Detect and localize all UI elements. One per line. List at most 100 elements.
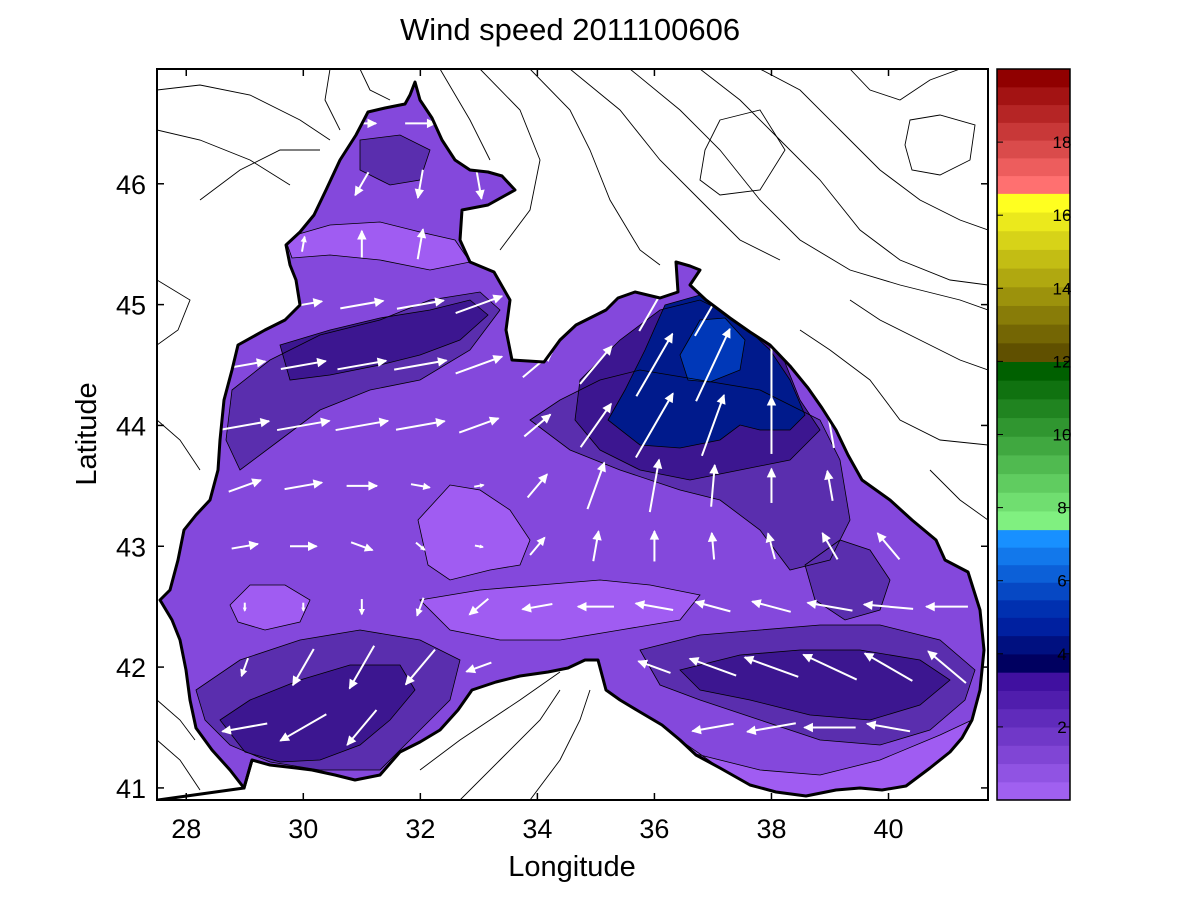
wind-arrow (358, 599, 365, 616)
wind-arrow (751, 599, 792, 613)
plot-area (157, 69, 988, 800)
colorbar-band (997, 599, 1070, 618)
colorbar-band (997, 380, 1070, 400)
wind-arrow (335, 417, 390, 432)
colorbar-band (997, 342, 1070, 362)
land-contour-lines (157, 69, 988, 800)
colorbar-tick-label: 2 (1057, 718, 1066, 737)
chart-title: Wind speed 2011100606 (400, 12, 740, 47)
wind-arrow (346, 481, 379, 491)
x-tick-label: 32 (405, 814, 435, 844)
colorbar-tick-label: 10 (1053, 426, 1072, 445)
wind-arrow (700, 394, 726, 457)
wind-arrow (340, 297, 385, 310)
wind-arrow (865, 720, 911, 733)
colorbar-band (997, 286, 1070, 306)
wind-arrow (468, 597, 489, 616)
wind-arrow (414, 169, 425, 199)
wind-arrow (405, 118, 437, 129)
wind-arrow (649, 529, 660, 562)
wind-arrow (576, 601, 614, 612)
wind-arrow (523, 413, 552, 438)
colorbar-band (997, 436, 1070, 456)
colorbar-band (997, 267, 1070, 288)
wind-arrow (862, 600, 914, 610)
wind-arrow (474, 544, 484, 549)
colorbar-band (997, 635, 1070, 655)
colorbar-band (997, 140, 1070, 159)
wind-arrow (276, 417, 331, 432)
colorbar-band (997, 726, 1070, 746)
colorbar-band (997, 454, 1070, 475)
wind-arrow (415, 541, 426, 551)
wind-arrow (766, 467, 777, 503)
wind-arrow (231, 540, 260, 551)
x-tick-label: 34 (522, 814, 552, 844)
wind-arrow (635, 392, 674, 459)
wind-arrow (766, 329, 777, 400)
wind-arrow (592, 530, 602, 562)
wind-arrow (802, 653, 858, 681)
colorbar-band (997, 492, 1070, 512)
wind-arrow (709, 463, 719, 507)
wind-arrow (695, 327, 731, 402)
wind-arrow (348, 645, 376, 690)
wind-arrow (228, 478, 262, 493)
plot-frame (156, 68, 989, 801)
colorbar-band (997, 672, 1070, 691)
wind-arrow (458, 416, 500, 434)
colorbar-band (997, 653, 1070, 673)
colorbar-band (997, 417, 1070, 437)
colorbar-band (997, 529, 1070, 548)
wind-arrow (416, 228, 427, 260)
wind-arrow (521, 603, 553, 613)
y-axis-label: Latitude (71, 382, 103, 485)
colorbar-band (997, 564, 1070, 583)
colorbar-band (997, 175, 1070, 194)
colorbar-band (997, 249, 1070, 269)
wind-arrow (765, 532, 776, 560)
wind-arrow (927, 650, 967, 684)
colorbar-band (997, 193, 1070, 213)
wind-arrow (821, 532, 839, 560)
colorbar-band (997, 547, 1070, 566)
wind-arrow (475, 168, 485, 200)
wind-arrow (224, 358, 267, 370)
colorbar-band (997, 230, 1070, 250)
y-tick-label: 44 (116, 411, 146, 441)
wind-arrow (410, 482, 431, 491)
x-tick-label: 36 (639, 814, 669, 844)
colorbar-ticks: 2 4 6 8 10 12 14 16 18 (997, 133, 1071, 737)
wind-arrow (240, 657, 249, 678)
wind-arrow (469, 229, 488, 259)
y-tick-label: 46 (116, 170, 146, 200)
wind-vector-arrows (220, 118, 968, 746)
wind-arrow (688, 657, 737, 677)
wind-arrow (354, 171, 370, 197)
wind-arrow (291, 648, 315, 687)
wind-arrow (350, 541, 374, 552)
colorbar-tick-label: 4 (1057, 645, 1066, 664)
wind-arrow (766, 395, 777, 454)
colorbar-band (997, 86, 1070, 106)
colorbar-tick-label: 12 (1053, 352, 1072, 371)
wind-arrow (526, 473, 548, 499)
y-tick-label: 43 (116, 532, 146, 562)
wind-arrow (290, 541, 318, 551)
colorbar-tick-label: 14 (1053, 279, 1072, 298)
colorbar-band (997, 690, 1070, 710)
wind-arrow (648, 458, 663, 513)
x-tick-label: 28 (171, 814, 201, 844)
colorbar-band (997, 104, 1070, 123)
wind-arrow (455, 355, 504, 375)
wind-arrow (691, 722, 734, 735)
y-tick-label: 42 (116, 653, 146, 683)
colorbar-band (997, 398, 1070, 419)
wind-arrow (300, 235, 307, 252)
colorbar-band (997, 745, 1070, 765)
coastline (158, 80, 986, 798)
wind-arrow (280, 357, 327, 370)
colorbar-band (997, 211, 1070, 232)
wind-arrow (863, 652, 913, 682)
